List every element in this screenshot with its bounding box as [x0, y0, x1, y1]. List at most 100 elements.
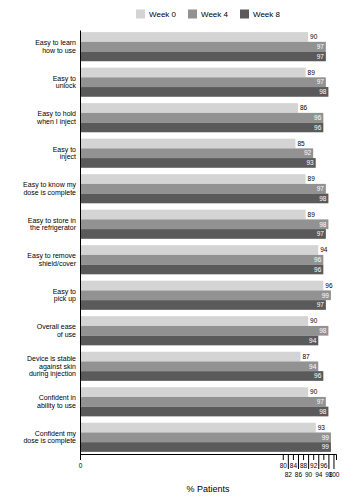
y-tick-label-line: when I inject — [36, 118, 76, 126]
y-tick: Easy toinject — [53, 146, 80, 162]
data-label: 98 — [319, 195, 327, 202]
bar — [80, 174, 306, 184]
data-label: 89 — [308, 69, 316, 76]
bar — [80, 184, 326, 194]
y-tick: Confident inability to use — [37, 394, 80, 410]
x-tick-label: 80 — [280, 462, 288, 469]
data-label: 97 — [317, 185, 325, 192]
bar — [80, 219, 328, 229]
y-tick-label-line: pick up — [54, 295, 76, 303]
series — [80, 52, 331, 452]
y-tick-label: Overall easeof use — [37, 323, 76, 338]
x-tick-line — [318, 454, 319, 469]
y-tick-label-line: Confident in — [39, 394, 76, 401]
bar — [80, 68, 306, 78]
x-tick: 84 — [290, 454, 298, 469]
y-axis: Easy to learnhow to use Easy tounlock Easy… — [23, 31, 80, 455]
x-tick-line — [323, 454, 324, 460]
data-label: 98 — [319, 327, 327, 334]
x-tick-line — [308, 454, 309, 469]
bar — [80, 316, 308, 326]
x-tick-line — [283, 454, 284, 460]
data-label: 96 — [314, 256, 322, 263]
x-tick-label: 82 — [285, 471, 293, 478]
y-tick-label-line: during injection — [29, 370, 76, 378]
bars — [80, 32, 331, 452]
bar — [80, 352, 301, 362]
y-tick-label-line: dose is complete — [23, 189, 76, 197]
legend-label: Week 0 — [149, 10, 177, 19]
data-label: 90 — [310, 317, 318, 324]
data-label: 93 — [318, 424, 326, 431]
data-label: 87 — [303, 353, 311, 360]
data-label: 96 — [325, 282, 333, 289]
x-tick-label: 100 — [329, 471, 340, 478]
y-tick-label: Easy toinject — [53, 146, 76, 162]
series — [80, 42, 331, 442]
data-label: 99 — [322, 434, 330, 441]
y-tick: Easy to learnhow to use — [35, 39, 80, 54]
x-tick-line — [298, 454, 299, 469]
y-tick-label: Easy to removeshield/cover — [27, 252, 76, 267]
bar — [80, 148, 313, 158]
y-tick: Easy topick up — [53, 288, 80, 304]
y-tick-label: Easy to holdwhen I inject — [36, 110, 76, 126]
bar — [80, 245, 318, 255]
y-tick: Easy to removeshield/cover — [27, 252, 80, 267]
bar — [80, 87, 328, 97]
bar — [80, 281, 323, 291]
x-tick: 96 — [320, 454, 328, 469]
bar — [80, 210, 306, 220]
data-label: 97 — [317, 230, 325, 237]
y-tick-label-line: shield/cover — [39, 260, 77, 267]
x-tick: 88 — [300, 454, 308, 469]
legend-swatch — [136, 10, 145, 19]
data-label: 86 — [300, 104, 308, 111]
x-tick-line — [313, 454, 314, 460]
y-tick: Overall easeof use — [37, 323, 80, 338]
y-tick-label-line: dose is complete — [23, 437, 76, 445]
bar — [80, 42, 326, 52]
legend-swatch — [188, 10, 197, 19]
y-tick-label-line: ability to use — [37, 402, 76, 410]
x-tick-label: 94 — [315, 471, 323, 478]
data-label: 99 — [322, 443, 330, 450]
x-tick: 92 — [310, 454, 318, 469]
bar — [80, 326, 328, 336]
x-tick-line — [80, 454, 81, 460]
y-tick-label: Confident mydose is complete — [23, 430, 76, 446]
data-label: 89 — [308, 175, 316, 182]
x-tick-label: 86 — [295, 471, 303, 478]
chart: 9089868589899496908790939797969297989699… — [0, 0, 346, 500]
bar — [80, 103, 298, 113]
x-tick-label: 90 — [305, 471, 313, 478]
y-tick: Easy to know mydose is complete — [23, 181, 80, 197]
legend-item: Week 8 — [240, 10, 281, 19]
legend: Week 0 Week 4 Week 8 — [136, 10, 280, 19]
y-tick-label: Easy topick up — [53, 288, 76, 304]
y-tick-label-line: how to use — [42, 47, 76, 54]
bar — [80, 397, 326, 407]
bar — [80, 77, 326, 87]
bar — [80, 139, 295, 149]
legend-swatch — [240, 10, 249, 19]
data-label: 94 — [309, 363, 317, 370]
legend-label: Week 4 — [201, 10, 229, 19]
x-tick-line — [303, 454, 304, 460]
x-tick-line — [328, 454, 329, 469]
y-tick-label-line: Device is stable — [27, 355, 76, 362]
data-label: 85 — [297, 140, 305, 147]
legend-label: Week 8 — [253, 10, 281, 19]
bar — [80, 432, 331, 442]
data-label: 94 — [309, 337, 317, 344]
data-label: 96 — [314, 372, 322, 379]
bar — [80, 300, 326, 310]
bar — [80, 442, 331, 452]
bar — [80, 423, 316, 433]
bar — [80, 158, 316, 168]
plot: 9089868589899496908790939797969297989699… — [23, 31, 340, 478]
data-label: 92 — [304, 149, 312, 156]
y-tick-label-line: unlock — [56, 82, 77, 89]
y-axis-line — [80, 31, 81, 455]
y-tick: Easy tounlock — [53, 75, 80, 90]
